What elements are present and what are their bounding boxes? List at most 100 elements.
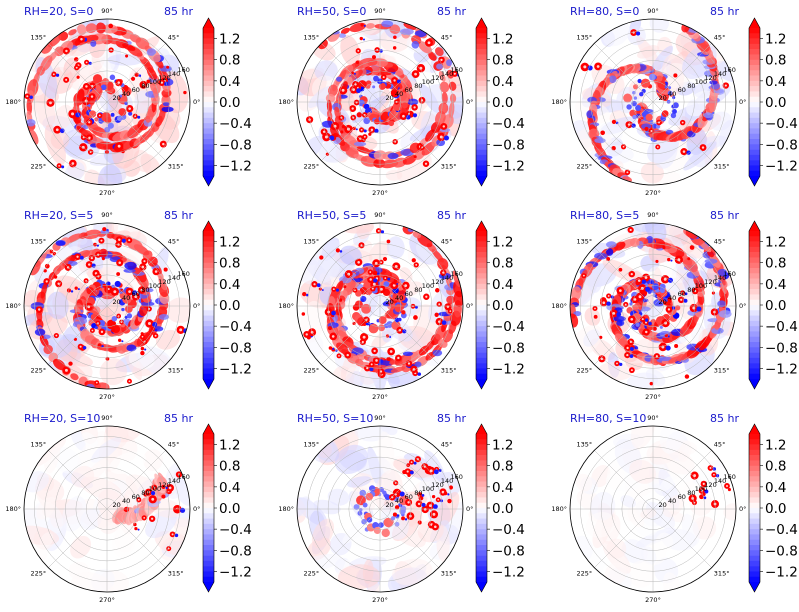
colorbar-segment	[749, 91, 760, 98]
cool-band	[402, 351, 414, 357]
downdraft-cell	[641, 279, 647, 284]
colorbar-segment	[476, 368, 487, 375]
convective-core	[55, 334, 58, 337]
colorbar-tick-label: 0.4	[492, 277, 513, 293]
colorbar-segment	[476, 54, 487, 61]
angle-tick-label: 315°	[441, 162, 457, 170]
convective-core	[442, 271, 445, 274]
colorbar-segment	[476, 534, 487, 541]
colorbar-segment	[749, 486, 760, 493]
eyewall-cell	[641, 88, 646, 94]
colorbar-segment	[476, 439, 487, 445]
colorbar-segment	[203, 241, 214, 248]
convective-cell	[76, 75, 80, 79]
convective-core	[402, 114, 405, 118]
radial-tick-label: 120	[158, 278, 170, 286]
convective-core	[90, 95, 94, 98]
panel-title: RH=20, S=10	[24, 412, 100, 425]
colorbar-segment	[476, 294, 487, 301]
eyewall-cell	[632, 304, 638, 310]
colorbar-segment	[476, 236, 487, 242]
colorbar-tick-label: 1.2	[765, 438, 786, 454]
colorbar-segment	[476, 513, 487, 519]
convective-core	[439, 135, 443, 139]
colorbar-segment	[749, 43, 760, 50]
colorbar-segment	[476, 529, 487, 535]
colorbar-tick-label: −1.2	[219, 564, 252, 580]
colorbar-segment	[203, 262, 214, 269]
radial-tick-label: 120	[704, 74, 716, 82]
colorbar-extend-min	[476, 379, 487, 389]
convective-cell	[306, 335, 311, 340]
angle-tick-label: 180°	[551, 302, 567, 310]
colorbar-segment	[476, 165, 487, 172]
convective-cell	[74, 57, 79, 62]
colorbar-segment	[749, 320, 760, 327]
convective-core	[407, 362, 411, 365]
colorbar-segment	[749, 96, 760, 103]
spoke-line	[106, 305, 166, 365]
downdraft-cell	[433, 469, 439, 475]
convective-core	[117, 144, 121, 148]
radial-tick-label: 40	[395, 294, 403, 302]
eyewall-cell	[672, 109, 677, 114]
convective-core	[52, 73, 55, 76]
radial-tick-label: 140	[441, 274, 453, 282]
cool-band	[717, 268, 728, 277]
spoke-line	[321, 305, 381, 365]
radial-tick-label: 20	[658, 94, 666, 102]
spoke-line	[379, 305, 439, 365]
colorbar-segment	[476, 128, 487, 135]
convective-core	[410, 461, 413, 464]
downdraft-cell	[137, 115, 141, 119]
angle-tick-label: 225°	[304, 569, 320, 577]
convective-core	[406, 470, 409, 473]
colorbar-segment	[749, 357, 760, 364]
eyewall-cell	[88, 110, 97, 118]
downdraft-cell	[696, 306, 702, 312]
colorbar-segment	[476, 555, 487, 562]
colorbar-segment	[203, 518, 214, 525]
colorbar-segment	[203, 139, 214, 145]
downdraft-cell	[339, 250, 343, 253]
convective-cell	[684, 374, 690, 379]
colorbar-tick-label: −0.4	[219, 522, 252, 538]
convective-core	[724, 84, 727, 87]
spiral-band	[70, 373, 79, 381]
colorbar-segment	[476, 59, 487, 66]
colorbar-segment	[476, 576, 487, 583]
angle-tick-label: 315°	[714, 366, 730, 374]
downdraft-cell	[629, 346, 634, 351]
convective-core	[420, 99, 424, 102]
convective-core	[97, 322, 99, 325]
convective-core	[428, 504, 432, 508]
convective-cell	[111, 328, 116, 333]
radial-tick-label: 80	[414, 286, 422, 294]
convective-cell	[121, 150, 125, 154]
colorbar-segment	[476, 252, 487, 258]
colorbar-tick-label: −0.4	[765, 522, 798, 538]
cool-band	[594, 252, 608, 260]
cool-band	[608, 75, 617, 83]
colorbar-segment	[203, 571, 214, 578]
colorbar-segment	[749, 241, 760, 248]
spiral-band	[571, 286, 582, 301]
downdraft-cell	[96, 244, 99, 247]
colorbar-segment	[476, 373, 487, 380]
convective-cell	[413, 315, 418, 320]
cool-band	[145, 288, 154, 293]
spiral-band	[402, 154, 417, 165]
field-patch	[409, 125, 438, 142]
angle-tick-label: 180°	[278, 505, 294, 513]
convective-core	[85, 279, 88, 282]
colorbar-segment	[203, 460, 214, 467]
convective-cell	[93, 242, 97, 247]
angle-tick-label: 0°	[193, 505, 200, 513]
colorbar-segment	[749, 513, 760, 519]
convective-cell	[407, 473, 411, 477]
colorbar-tick-label: 0.0	[219, 501, 240, 517]
downdraft-cell	[413, 461, 417, 465]
convective-core	[90, 257, 93, 260]
angle-tick-label: 135°	[304, 34, 320, 42]
